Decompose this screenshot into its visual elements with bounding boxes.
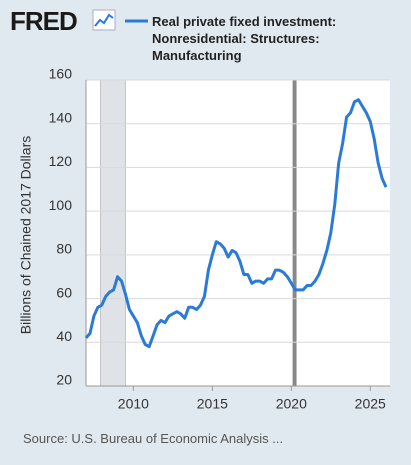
- y-tick-label: 120: [49, 153, 73, 169]
- y-tick-label: 100: [49, 197, 73, 213]
- y-tick-label: 20: [56, 372, 72, 388]
- y-tick-label: 60: [56, 284, 72, 300]
- legend-entry: Real private fixed investment: Nonreside…: [152, 14, 337, 63]
- y-tick-label: 40: [56, 328, 72, 344]
- plot-area: [86, 80, 390, 386]
- logo-icon-line: [94, 13, 114, 27]
- source: Source: U.S. Bureau of Economic Analysis…: [23, 431, 284, 446]
- series-line: [84, 98, 388, 349]
- recession-shade: [292, 80, 297, 386]
- x-tick-label: 2010: [118, 396, 149, 412]
- recession-shade: [100, 79, 126, 387]
- logo-icon: [92, 9, 116, 31]
- y-tick-label: 80: [56, 241, 72, 257]
- y-tick-label: 160: [49, 66, 73, 82]
- y-axis-label: Billions of Chained 2017 Dollars: [18, 136, 34, 334]
- x-tick-label: 2015: [197, 396, 228, 412]
- x-tick-label: 2025: [355, 396, 386, 412]
- y-tick-label: 140: [49, 109, 73, 125]
- logo: FRED: [10, 6, 78, 36]
- x-tick-label: 2020: [276, 396, 307, 412]
